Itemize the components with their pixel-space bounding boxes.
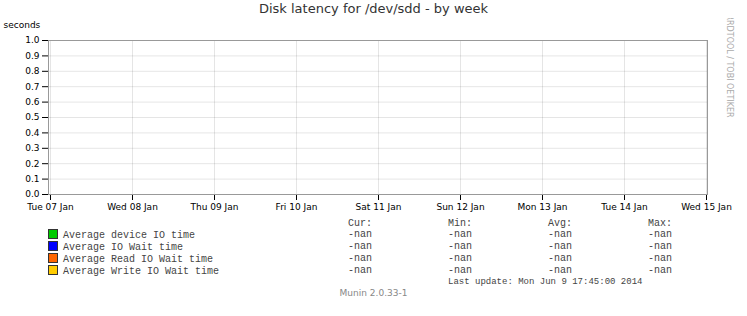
html-text:-nan: -nan [348,229,372,240]
html-text:-nan: -nan [348,253,372,264]
svg-text:Sat 11 Jan: Sat 11 Jan [356,202,402,212]
html-text:Avg:: Avg: [548,218,572,229]
html-text:-nan: -nan [448,265,472,276]
html-text:Disk latency for /dev/sdd - by: Disk latency for /dev/sdd - by week [258,1,489,16]
svg-text:0.1: 0.1 [25,174,39,184]
svg-text:0.2: 0.2 [25,159,39,169]
svg-text:Tue 14 Jan: Tue 14 Jan [600,202,647,212]
svg-text:0.6: 0.6 [25,97,40,107]
svg-text:0.0: 0.0 [25,189,40,199]
svg-text:Fri 10 Jan: Fri 10 Jan [276,202,318,212]
svg-text:RRDTOOL / TOBI OETIKER: RRDTOOL / TOBI OETIKER [725,18,734,118]
svg-text:Thu 09 Jan: Thu 09 Jan [190,202,239,212]
html-text:-nan: -nan [448,253,472,264]
html-text:Average Write IO Wait time: Average Write IO Wait time [63,266,219,277]
html-text:-nan: -nan [348,241,372,252]
html-text:Munin 2.0.33-1: Munin 2.0.33-1 [339,288,408,298]
html-text:-nan: -nan [648,265,672,276]
svg-text:0.9: 0.9 [25,51,40,61]
svg-text:Wed 08 Jan: Wed 08 Jan [107,202,158,212]
svg-text:seconds: seconds [4,20,41,30]
html-text:Max:: Max: [648,218,672,229]
html-text:-nan: -nan [648,229,672,240]
html-text:-nan: -nan [548,253,572,264]
html-text:-nan: -nan [348,265,372,276]
svg-text:0.4: 0.4 [25,128,40,138]
html-text:Last update: Mon Jun 9 17:45:0: Last update: Mon Jun 9 17:45:00 2014 [448,277,643,287]
html-text:Average Read IO Wait time: Average Read IO Wait time [63,254,213,265]
svg-text:0.5: 0.5 [25,112,39,122]
svg-text:Tue 07 Jan: Tue 07 Jan [26,202,73,212]
html-text:-nan: -nan [548,229,572,240]
html-text:-nan: -nan [448,241,472,252]
svg-text:Sun 12 Jan: Sun 12 Jan [436,202,484,212]
html-text:-nan: -nan [548,265,572,276]
html-text:-nan: -nan [648,241,672,252]
html-text:-nan: -nan [548,241,572,252]
svg-text:0.3: 0.3 [25,143,39,153]
html-text:Average IO Wait time: Average IO Wait time [63,242,183,253]
html-text:Average device IO time: Average device IO time [63,230,195,241]
svg-text:0.7: 0.7 [25,82,39,92]
html-text:Min:: Min: [448,218,472,229]
html-text:-nan: -nan [448,229,472,240]
svg-text:Wed 15 Jan: Wed 15 Jan [681,202,732,212]
svg-text:Mon 13 Jan: Mon 13 Jan [517,202,567,212]
html-text:-nan: -nan [648,253,672,264]
html-text:Cur:: Cur: [348,218,372,229]
svg-text:1.0: 1.0 [25,35,40,45]
svg-text:0.8: 0.8 [25,66,40,76]
